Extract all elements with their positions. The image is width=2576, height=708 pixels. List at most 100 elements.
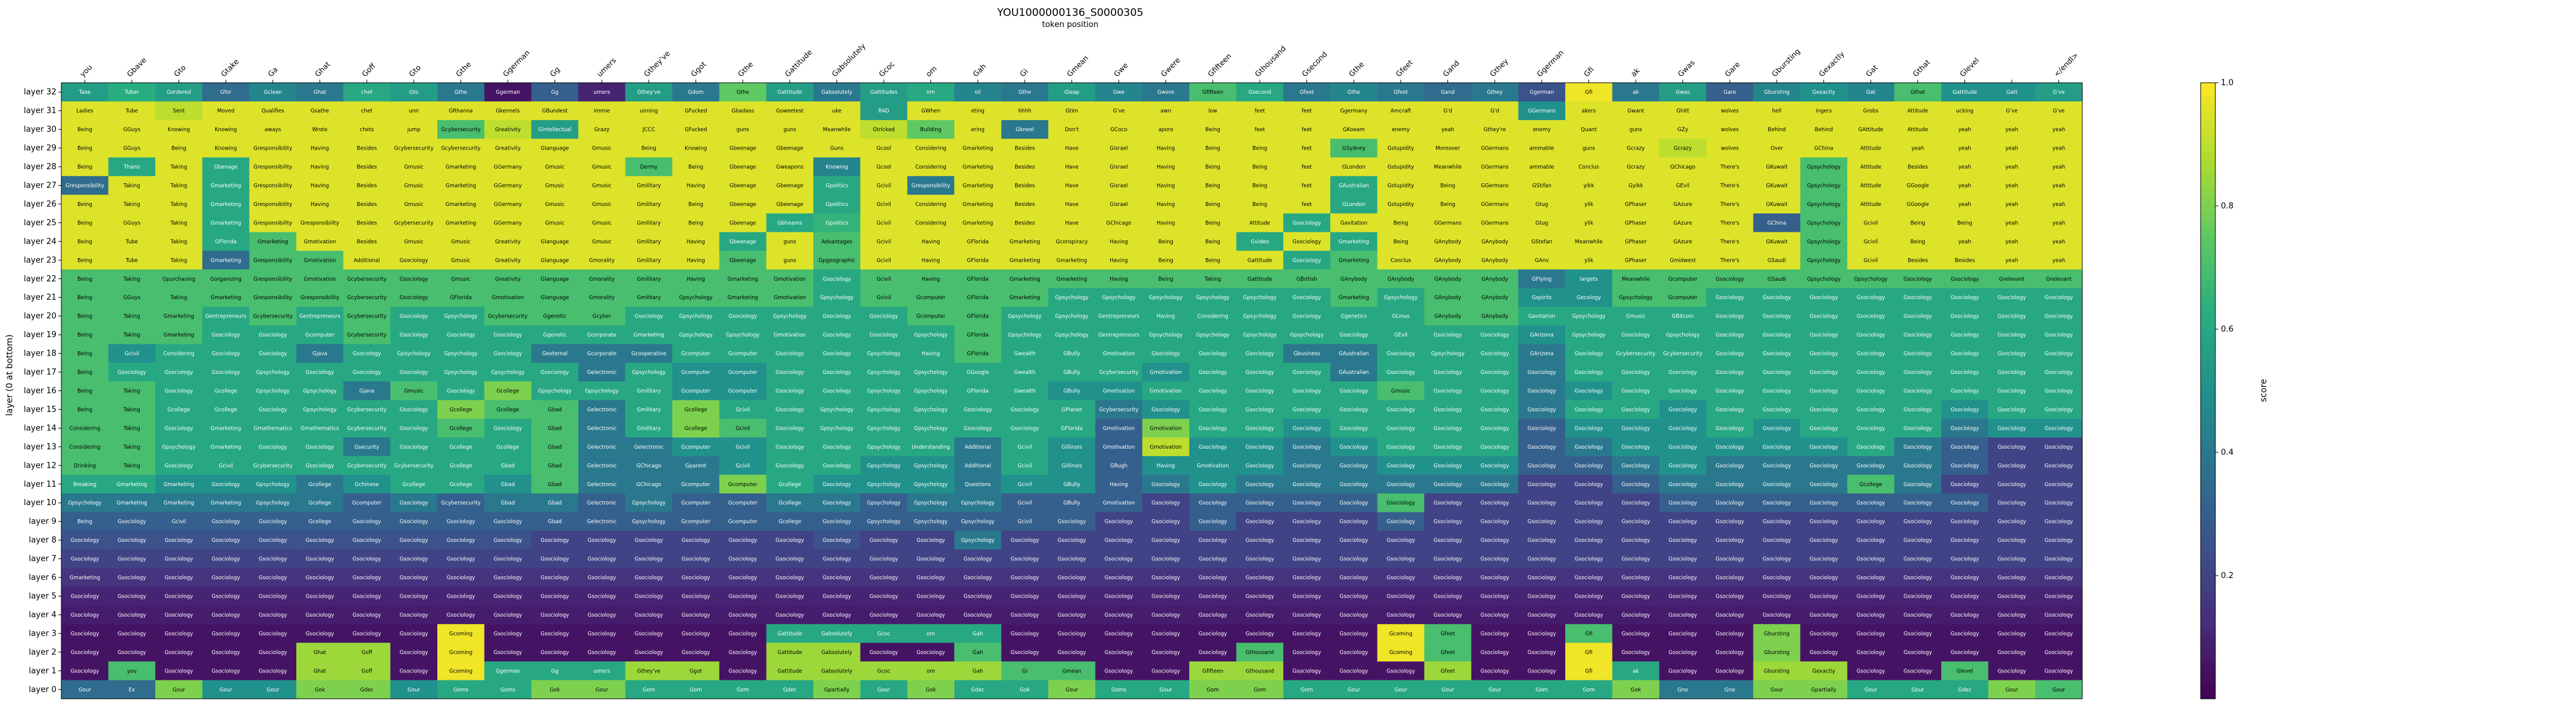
cell-label: Gsociology: [399, 332, 427, 338]
cell-label: Gbursting: [1764, 650, 1790, 656]
cell-label: Gg: [551, 89, 559, 96]
heatmap-cell: [1471, 120, 1519, 139]
cell-label: immie: [594, 108, 610, 115]
cell-label: Gcivil: [1863, 220, 1877, 226]
heatmap-cell: [672, 101, 720, 121]
cell-label: Gsociology: [1998, 444, 2026, 451]
cell-label: Gmarketing: [164, 482, 194, 488]
cell-label: Gcybersecurity: [394, 220, 434, 226]
cell-label: Gmarketing: [445, 202, 476, 208]
cell-label: Advantages: [821, 239, 853, 245]
cell-label: Gsociology: [1857, 612, 1885, 619]
cell-label: Gmarketing: [1010, 295, 1040, 301]
cell-label: Gwant: [1627, 108, 1644, 115]
cell-label: Gsociology: [1481, 370, 1509, 376]
cell-label: om: [927, 668, 935, 674]
cell-label: Gbursting: [1764, 668, 1790, 674]
cell-label: Gillinois: [1062, 444, 1083, 451]
heatmap-cell: [1471, 83, 1519, 102]
cell-label: Gsociology: [1715, 575, 1744, 581]
cell-label: Gtim: [1065, 108, 1078, 115]
cell-label: yeah: [2052, 220, 2065, 226]
cell-label: Gpsychology: [914, 370, 948, 376]
cell-label: oil: [975, 89, 981, 96]
cell-label: Gpsychology: [256, 482, 289, 488]
heatmap-cell: [2035, 213, 2083, 232]
cell-label: Gpsychology: [1149, 295, 1183, 301]
heatmap-cell: [1988, 157, 2036, 177]
x-tick-label: Gto: [172, 63, 188, 78]
heatmap-cell: [1236, 306, 1284, 326]
heatmap-cell: [531, 288, 579, 307]
cell-label: GZy: [1677, 127, 1688, 133]
cell-label: Gcomputer: [352, 500, 381, 506]
heatmap-cell: [719, 194, 767, 214]
x-tick-label: Gwere: [1159, 56, 1182, 78]
cell-label: Gdec: [971, 687, 984, 693]
heatmap-cell: [954, 120, 1002, 139]
cell-label: Gsociology: [1857, 538, 1885, 544]
heatmap-cell: [1001, 213, 1049, 232]
heatmap-cell: [766, 157, 814, 177]
cell-label: Gsociology: [1528, 463, 1556, 469]
cell-label: G've: [2053, 89, 2064, 96]
cell-label: GGoogle: [1907, 202, 1930, 208]
cell-label: Gpsychology: [1666, 332, 1700, 338]
cell-label: jump: [407, 127, 420, 133]
cell-label: Gmarketing: [962, 183, 993, 189]
heatmap-cell: [1471, 176, 1519, 196]
cell-label: Gmarketing: [210, 425, 241, 432]
heatmap-cell: [1988, 176, 2036, 196]
cell-label: Gsociology: [305, 370, 334, 376]
heatmap-cell: [1377, 288, 1425, 307]
cell-label: Gmusic: [592, 202, 611, 208]
cell-label: Gsociology: [1105, 575, 1133, 581]
cell-label: Gpsychology: [1807, 202, 1841, 208]
cell-label: Gattitude: [778, 89, 802, 96]
cell-label: Gpsychology: [444, 314, 478, 320]
cell-label: G've: [2006, 108, 2017, 115]
cell-label: Gsociology: [164, 538, 193, 544]
heatmap-cell: [1753, 251, 1801, 270]
heatmap-cell: [954, 157, 1002, 177]
cell-label: Gcybersecurity: [441, 127, 480, 133]
heatmap-cell: [766, 176, 814, 196]
cell-label: Gsociology: [776, 538, 804, 544]
cell-label: Gcomputer: [916, 314, 946, 320]
cell-label: Gavitation: [1340, 220, 1367, 226]
cell-label: Gpsychology: [914, 389, 948, 395]
heatmap-cell: [1800, 400, 1848, 419]
heatmap-cell: [484, 213, 532, 232]
cell-label: Gbeenage: [776, 146, 803, 152]
y-tick-label: layer 0: [29, 685, 56, 695]
cell-label: Gsociology: [71, 594, 99, 600]
cell-label: Gsociology: [1528, 482, 1556, 488]
cell-label: There's: [1720, 164, 1740, 170]
cell-label: Gsociology: [1105, 519, 1133, 525]
cell-label: Gcollege: [450, 444, 472, 451]
x-tick-label: Gfifteen: [1206, 51, 1233, 78]
heatmap-cell: [860, 325, 908, 344]
cell-label: Gsociology: [1433, 500, 1462, 506]
heatmap-cell: [1659, 362, 1707, 382]
cell-label: Gmarketing: [210, 202, 241, 208]
cell-label: Gthe: [1019, 89, 1032, 96]
cell-label: Gsociology: [259, 332, 287, 338]
heatmap-cell: [108, 101, 156, 121]
cell-label: ylik: [1584, 257, 1593, 264]
cell-label: Gsociology: [2044, 463, 2072, 469]
heatmap-cell: [296, 83, 344, 102]
heatmap-cell: [1236, 232, 1284, 251]
cell-label: Gpsychology: [867, 519, 901, 525]
cell-label: Gsecond: [1249, 89, 1271, 96]
cell-label: Gelectronic: [634, 444, 664, 451]
heatmap-cell: [766, 400, 814, 419]
cell-label: Gpsychology: [914, 482, 948, 488]
cell-label: yeah: [2006, 257, 2018, 264]
heatmap-cell: [860, 306, 908, 326]
heatmap-cell: [531, 213, 579, 232]
cell-label: Gour: [407, 687, 420, 693]
x-tick-label: Ggot: [689, 60, 708, 79]
heatmap-cell: [1330, 288, 1378, 307]
cell-label: Considering: [915, 220, 946, 226]
